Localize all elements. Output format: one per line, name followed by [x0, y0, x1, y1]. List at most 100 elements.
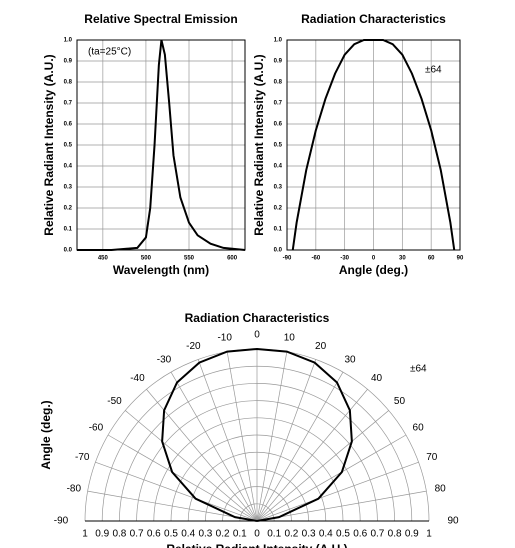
y-tick-label: 1.0 [64, 38, 73, 44]
x-tick-label: 90 [457, 256, 464, 262]
grid-spoke [256, 490, 427, 522]
angle-tick-label: -80 [67, 483, 82, 494]
y-tick-label: 0.2 [64, 206, 73, 212]
grid-spoke [125, 410, 258, 522]
y-tick-label: 0.1 [64, 227, 73, 233]
r-tick-label: 0.7 [130, 529, 144, 540]
r-tick-label: 0.7 [370, 529, 384, 540]
r-tick-label: 0.3 [302, 529, 316, 540]
r-tick-label: 1 [82, 529, 88, 540]
annotation: (ta=25°C) [88, 47, 131, 58]
x-tick-label: 0 [372, 256, 376, 262]
x-tick-label: 450 [98, 256, 109, 262]
r-tick-label: 0.4 [319, 529, 333, 540]
y-tick-label: 0.9 [64, 59, 73, 65]
x-axis-label: Wavelength (nm) [113, 263, 209, 277]
y-tick-label: 0.6 [64, 122, 73, 128]
r-tick-label: 1 [426, 529, 432, 540]
chart-title: Radiation Characteristics [185, 311, 330, 325]
y-tick-label: 0.4 [64, 164, 73, 170]
angle-tick-label: -70 [75, 452, 90, 463]
angle-tick-label: 30 [344, 355, 356, 366]
angle-tick-label: 70 [426, 452, 438, 463]
x-tick-label: 600 [227, 256, 238, 262]
angle-tick-label: 50 [394, 396, 406, 407]
y-tick-label: 0.3 [274, 185, 283, 191]
grid-spoke [256, 410, 389, 522]
r-tick-label: 0.2 [284, 529, 298, 540]
annotation: ±64 [425, 65, 442, 76]
r-tick-label: 0 [254, 529, 260, 540]
y-tick-label: 0.4 [274, 164, 283, 170]
r-tick-label: 0.5 [336, 529, 350, 540]
angle-tick-label: 10 [284, 332, 296, 343]
y-tick-label: 0.9 [274, 59, 283, 65]
y-tick-label: 0.8 [274, 80, 283, 86]
angle-tick-label: 0 [254, 330, 260, 341]
r-tick-label: 0.6 [147, 529, 161, 540]
y-tick-label: 0.1 [274, 227, 283, 233]
x-tick-label: 500 [141, 256, 152, 262]
angle-tick-label: -40 [130, 373, 145, 384]
y-tick-label: 0.3 [64, 185, 73, 191]
grid-spoke [107, 434, 258, 522]
y-tick-label: 0.7 [64, 101, 73, 107]
grid-spoke [87, 490, 258, 522]
r-tick-label: 0.9 [405, 529, 419, 540]
data-line [77, 39, 246, 251]
grid-spoke [197, 359, 258, 522]
r-tick-label: 0.8 [388, 529, 402, 540]
grid-spoke [95, 461, 258, 522]
chart-title: Radiation Characteristics [301, 12, 446, 26]
y-axis-label: Angle (deg.) [39, 400, 53, 469]
angle-tick-label: -10 [217, 332, 232, 343]
angle-tick-label: 40 [371, 373, 383, 384]
x-tick-label: -30 [340, 256, 349, 262]
y-axis-label: Relative Radiant Intensity (A.U.) [42, 54, 56, 235]
grid-spoke [226, 351, 258, 522]
y-tick-label: 0.2 [274, 206, 283, 212]
angle-tick-label: -60 [89, 423, 104, 434]
grid-spoke [256, 371, 344, 522]
y-tick-label: 0.0 [274, 248, 283, 254]
grid-spoke [256, 359, 317, 522]
r-tick-label: 0.1 [267, 529, 281, 540]
y-tick-label: 0.8 [64, 80, 73, 86]
grid-spoke [256, 351, 288, 522]
r-tick-label: 0.9 [95, 529, 109, 540]
x-tick-label: 60 [428, 256, 435, 262]
angle-tick-label: -90 [54, 516, 69, 527]
r-tick-label: 0.1 [233, 529, 247, 540]
r-tick-label: 0.2 [216, 529, 230, 540]
angle-tick-label: -30 [157, 355, 172, 366]
chart-title: Relative Spectral Emission [84, 12, 237, 26]
x-tick-label: -90 [283, 256, 292, 262]
angle-tick-label: 80 [435, 483, 447, 494]
grid-spoke [170, 371, 258, 522]
r-tick-label: 0.3 [198, 529, 212, 540]
angle-tick-label: 60 [413, 423, 425, 434]
data-line [161, 347, 353, 522]
x-axis-label: Relative Radiant Intensity (A.U.) [166, 542, 347, 548]
r-tick-label: 0.8 [112, 529, 126, 540]
y-tick-label: 0.7 [274, 101, 283, 107]
angle-tick-label: -20 [186, 341, 201, 352]
y-tick-label: 0.0 [64, 248, 73, 254]
angle-tick-label: 20 [315, 341, 327, 352]
grid-spoke [256, 461, 419, 522]
angle-tick-label: 90 [447, 516, 459, 527]
grid-spoke [256, 434, 407, 522]
x-axis-label: Angle (deg.) [339, 263, 408, 277]
y-tick-label: 1.0 [274, 38, 283, 44]
r-tick-label: 0.4 [181, 529, 195, 540]
x-tick-label: 30 [399, 256, 406, 262]
angle-tick-label: -50 [107, 396, 122, 407]
y-tick-label: 0.5 [274, 143, 283, 149]
r-tick-label: 0.5 [164, 529, 178, 540]
y-axis-label: Relative Radiant Intensity (A.U.) [252, 54, 266, 235]
r-tick-label: 0.6 [353, 529, 367, 540]
y-tick-label: 0.5 [64, 143, 73, 149]
annotation: ±64 [410, 364, 427, 375]
x-tick-label: 550 [184, 256, 195, 262]
